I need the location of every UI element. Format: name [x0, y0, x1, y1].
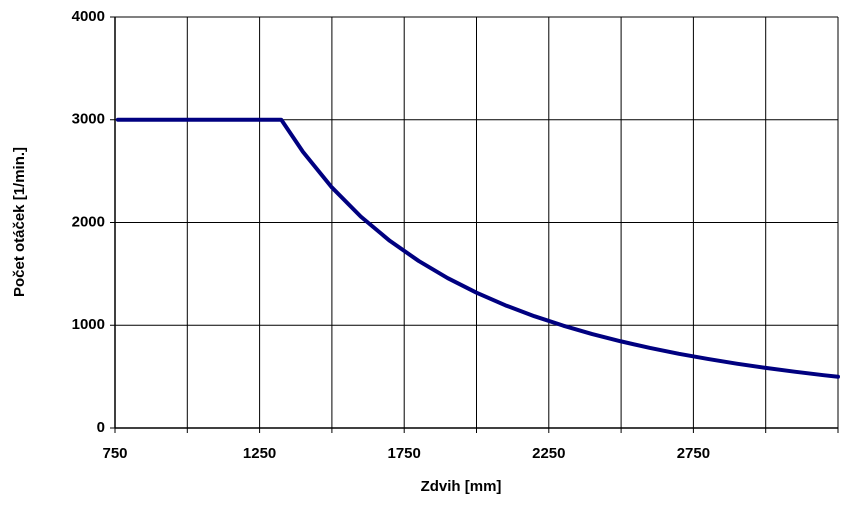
y-tick-label: 3000 [72, 111, 105, 128]
y-tick-label: 2000 [72, 213, 105, 230]
x-tick-label: 1250 [243, 445, 276, 462]
data-line [115, 117, 840, 379]
x-tick-label: 2750 [677, 445, 710, 462]
y-axis-label: Počet otáček [1/min.] [11, 147, 28, 297]
x-axis-label: Zdvih [mm] [421, 478, 502, 495]
y-tick-label: 1000 [72, 316, 105, 333]
y-tick-label: 0 [97, 419, 105, 436]
x-tick-label: 1750 [388, 445, 421, 462]
x-tick-label: 2250 [532, 445, 565, 462]
x-tick-label: 750 [102, 445, 127, 462]
y-tick-label: 4000 [72, 8, 105, 25]
